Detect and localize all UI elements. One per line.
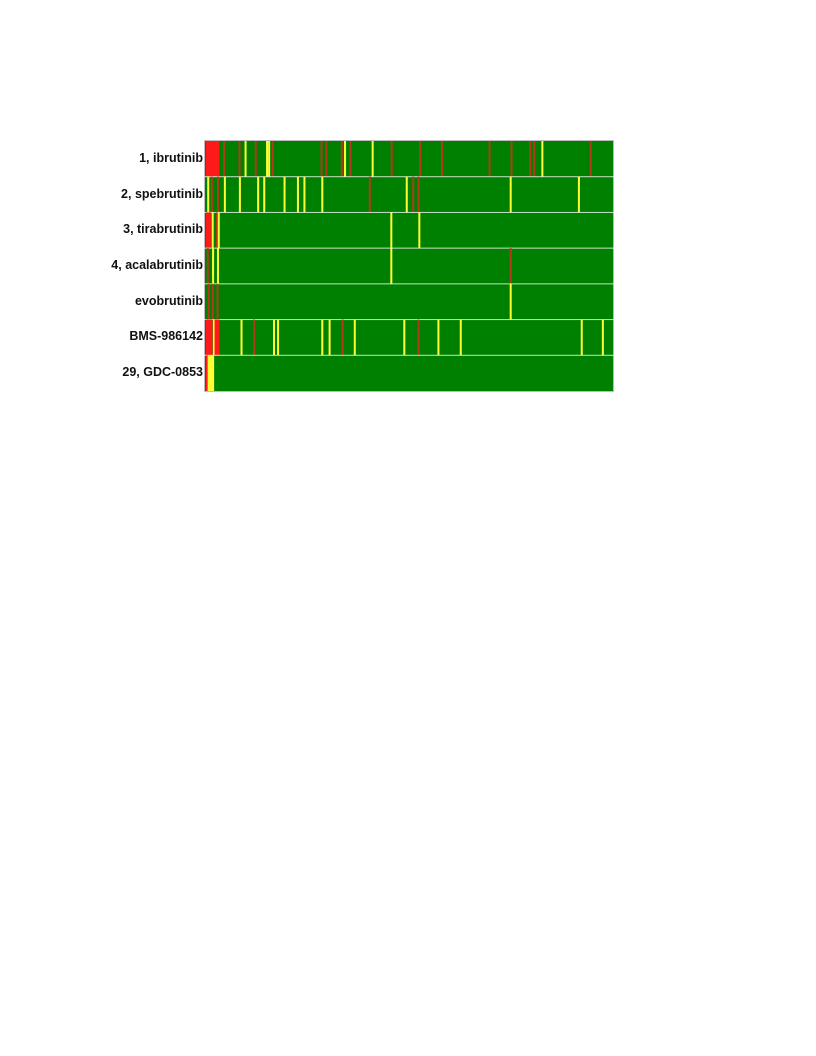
heatmap-hit-line xyxy=(418,212,421,249)
heatmap-hit-line xyxy=(223,176,226,213)
heatmap-hit-line xyxy=(216,248,219,284)
heatmap-hit-line xyxy=(263,176,266,213)
heatmap-hit-line xyxy=(321,176,324,213)
heatmap-hit-line xyxy=(277,319,280,356)
heatmap-row xyxy=(207,283,512,320)
heatmap-hit-line xyxy=(223,141,226,177)
heatmap-hit-line xyxy=(371,141,374,177)
heatmap-hit-line xyxy=(353,319,356,356)
heatmap-block xyxy=(206,141,220,177)
heatmap-hit-line xyxy=(509,176,512,213)
heatmap-hit-line xyxy=(272,319,275,356)
heatmap-row xyxy=(207,176,580,213)
heatmap-hit-line xyxy=(320,141,323,177)
heatmap-hit-line xyxy=(541,141,544,177)
heatmap-hit-line xyxy=(459,319,462,356)
heatmap-hit-line xyxy=(271,141,274,177)
heatmap-hit-line xyxy=(344,141,347,177)
heatmap-hit-line xyxy=(207,176,210,213)
heatmap-row xyxy=(206,355,215,391)
heatmap-hit-line xyxy=(509,248,512,284)
row-label: 2, spebrutinib xyxy=(121,186,203,201)
heatmap-hit-line xyxy=(215,212,218,249)
heatmap-hit-line xyxy=(510,141,513,177)
heatmap-hit-line xyxy=(368,176,371,213)
heatmap-hit-line xyxy=(340,141,343,177)
row-label: BMS-986142 xyxy=(129,329,203,344)
heatmap-hit-line xyxy=(216,283,219,320)
heatmap-hit-line xyxy=(577,176,580,213)
heatmap-hit-line xyxy=(341,319,344,356)
heatmap-hit-line xyxy=(244,141,247,177)
heatmap-hit-line xyxy=(257,176,260,213)
heatmap-hit-line xyxy=(417,176,420,213)
heatmap-row xyxy=(206,141,592,177)
row-label: 29, GDC-0853 xyxy=(122,365,203,380)
heatmap-hit-line xyxy=(211,283,214,320)
heatmap-background xyxy=(204,140,614,392)
row-separator xyxy=(204,176,614,178)
heatmap-hit-line xyxy=(488,141,491,177)
heatmap-block xyxy=(206,319,213,356)
heatmap-hit-line xyxy=(216,176,219,213)
heatmap-block xyxy=(206,355,208,391)
heatmap-hit-line xyxy=(254,141,257,177)
heatmap-hit-line xyxy=(266,141,269,177)
heatmap-hit-line xyxy=(321,319,324,356)
heatmap-hit-line xyxy=(412,176,415,213)
heatmap-hit-line xyxy=(441,141,444,177)
row-label: 3, tirabrutinib xyxy=(123,222,203,237)
heatmap-hit-line xyxy=(328,319,331,356)
heatmap-hit-line xyxy=(296,176,299,213)
heatmap-hit-line xyxy=(212,319,215,356)
heatmap-hit-line xyxy=(529,141,532,177)
heatmap-block xyxy=(207,355,215,391)
heatmap-hit-line xyxy=(206,248,209,284)
heatmap-hit-line xyxy=(390,141,393,177)
heatmap-hit-line xyxy=(217,212,220,249)
row-separator xyxy=(204,319,614,321)
heatmap-plot-area xyxy=(204,140,614,392)
heatmap-hit-line xyxy=(405,176,408,213)
heatmap-hit-line xyxy=(601,319,604,356)
heatmap-block xyxy=(206,212,211,249)
heatmap-hit-line xyxy=(240,319,243,356)
heatmap-hit-line xyxy=(325,141,328,177)
heatmap-hit-line xyxy=(419,141,422,177)
heatmap-hit-line xyxy=(403,319,406,356)
heatmap-hit-line xyxy=(417,319,420,356)
heatmap-hit-line xyxy=(211,212,214,249)
row-label: evobrutinib xyxy=(134,293,203,308)
row-separator xyxy=(204,247,614,249)
heatmap-hit-line xyxy=(533,141,536,177)
heatmap-row xyxy=(206,248,512,284)
heatmap-hit-line xyxy=(283,176,286,213)
heatmap-hit-line xyxy=(349,141,352,177)
heatmap-block xyxy=(214,319,220,356)
heatmap-hit-line xyxy=(210,176,213,213)
heatmap-row xyxy=(206,319,604,356)
row-separator xyxy=(204,211,614,213)
heatmap-hit-line xyxy=(238,141,241,177)
row-label: 1, ibrutinib xyxy=(139,150,203,165)
heatmap-hit-line xyxy=(207,283,210,320)
heatmap-hit-line xyxy=(437,319,440,356)
row-separator xyxy=(204,283,614,285)
row-label: 4, acalabrutinib xyxy=(111,258,203,272)
heatmap-hit-line xyxy=(580,319,583,356)
heatmap-hit-line xyxy=(212,248,215,284)
heatmap-hit-line xyxy=(238,176,241,213)
row-separator xyxy=(204,354,614,356)
heatmap-hit-line xyxy=(303,176,306,213)
heatmap-hit-line xyxy=(253,319,256,356)
heatmap-hit-line xyxy=(589,141,592,177)
heatmap-hit-line xyxy=(268,141,271,177)
heatmap-hit-line xyxy=(509,283,512,320)
